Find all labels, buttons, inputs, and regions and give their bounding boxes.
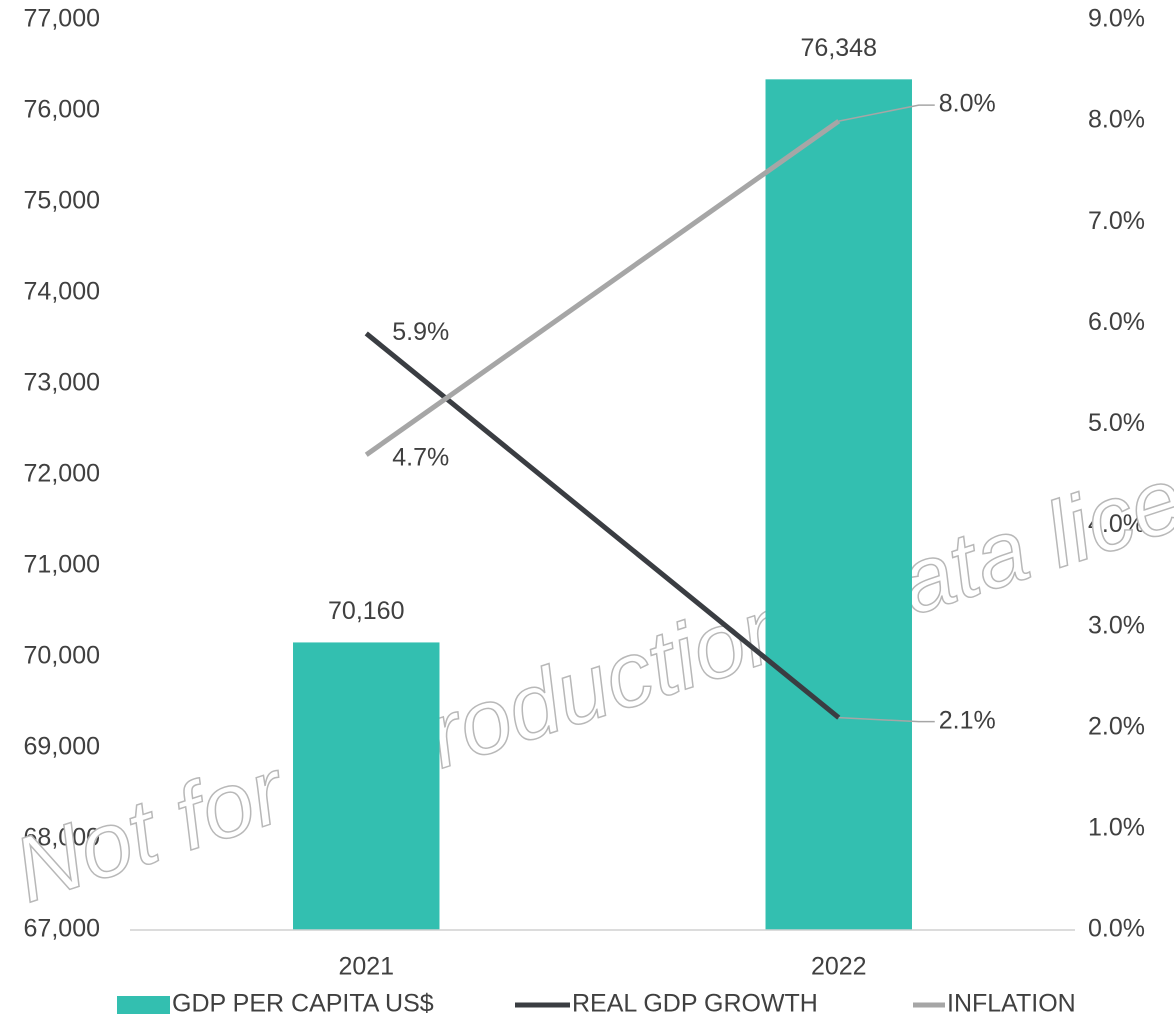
- legend-label: REAL GDP GROWTH: [572, 990, 818, 1018]
- y2-tick-label: 4.0%: [1088, 510, 1145, 538]
- y2-tick-label: 0.0%: [1088, 915, 1145, 943]
- y-tick-label: 76,000: [24, 96, 100, 124]
- line: [364, 119, 841, 457]
- data-label: 70,160: [328, 597, 404, 625]
- legend-label: GDP PER CAPITA US$: [172, 990, 434, 1018]
- bar: [293, 642, 440, 930]
- y2-tick-label: 9.0%: [1088, 5, 1145, 33]
- data-label: 4.7%: [392, 443, 449, 471]
- y-tick-label: 71,000: [24, 551, 100, 579]
- leader-line: [838, 716, 935, 723]
- data-label: 8.0%: [939, 90, 996, 118]
- y2-tick-label: 3.0%: [1088, 611, 1145, 639]
- y2-tick-label: 1.0%: [1088, 813, 1145, 841]
- bar: [765, 79, 912, 930]
- y2-tick-label: 8.0%: [1088, 106, 1145, 134]
- y-tick-label: 77,000: [24, 5, 100, 33]
- data-label: 5.9%: [392, 318, 449, 346]
- y2-tick-label: 5.0%: [1088, 409, 1145, 437]
- y-tick-label: 70,000: [24, 642, 100, 670]
- data-label: 76,348: [801, 34, 877, 62]
- y2-tick-label: 7.0%: [1088, 207, 1145, 235]
- y-tick-label: 74,000: [24, 278, 100, 306]
- legend-swatch: [117, 996, 170, 1014]
- y-tick-label: 75,000: [24, 187, 100, 215]
- y-tick-label: 73,000: [24, 369, 100, 397]
- y-tick-label: 67,000: [24, 915, 100, 943]
- x-tick-label: 2022: [811, 953, 867, 981]
- y-tick-label: 72,000: [24, 460, 100, 488]
- y2-tick-label: 2.0%: [1088, 712, 1145, 740]
- y-tick-label: 69,000: [24, 733, 100, 761]
- data-label: 2.1%: [939, 706, 996, 734]
- y2-tick-label: 6.0%: [1088, 308, 1145, 336]
- legend-label: INFLATION: [947, 990, 1076, 1018]
- y-tick-label: 68,000: [24, 824, 100, 852]
- x-tick-label: 2021: [338, 953, 394, 981]
- watermark: Not for reproduction. Data license requi…: [2, 289, 1174, 923]
- leader-line: [838, 104, 935, 122]
